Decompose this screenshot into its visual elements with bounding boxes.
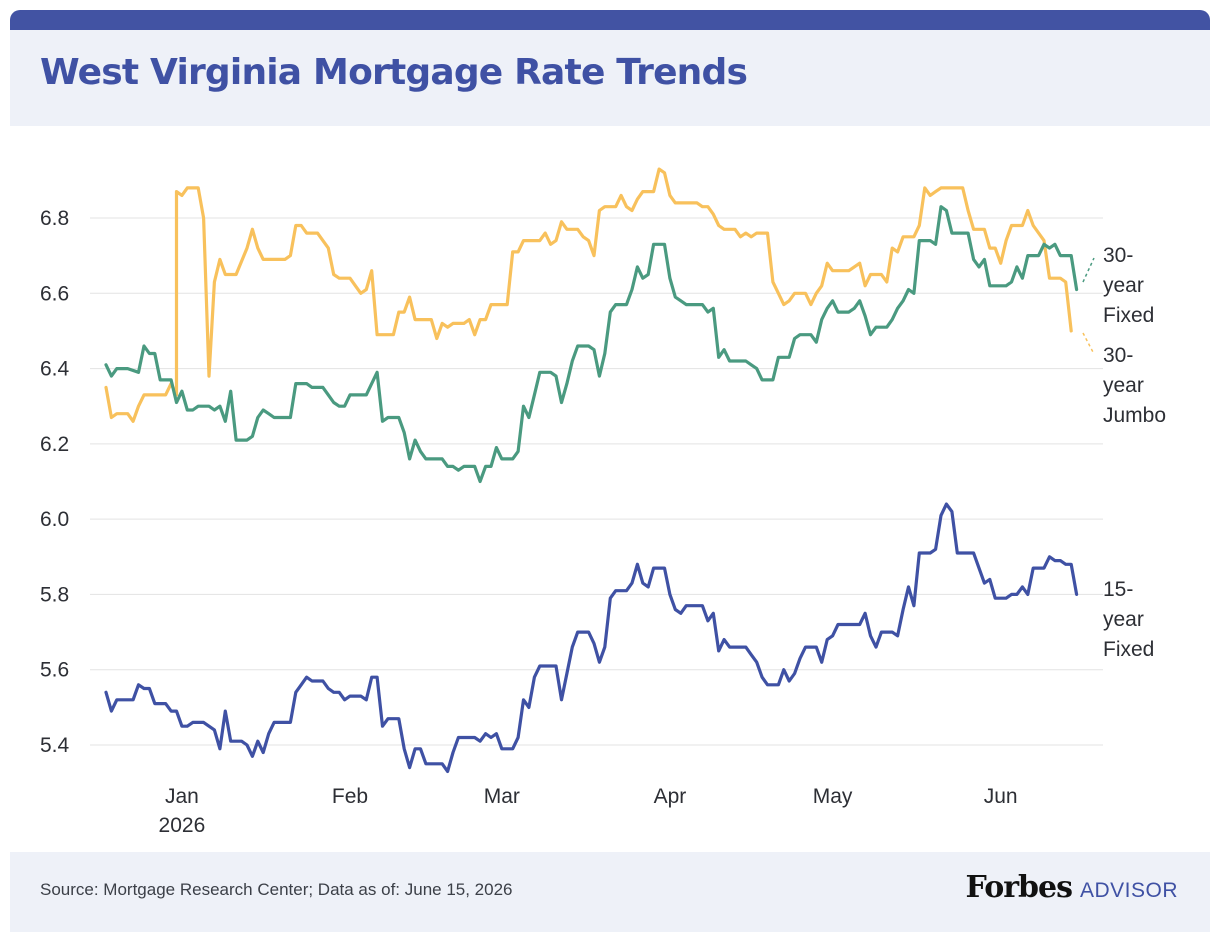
x-tick-label: Mar bbox=[484, 785, 520, 808]
series-line-15yr-fixed bbox=[104, 502, 1079, 773]
series-line-30yr-fixed bbox=[104, 205, 1079, 484]
series-lines bbox=[104, 167, 1079, 773]
y-tick-label: 6.4 bbox=[40, 358, 70, 381]
label-30yr-jumbo-line: Jumbo bbox=[1103, 404, 1166, 427]
x-tick-label: Feb bbox=[332, 785, 368, 808]
x-tick-sublabel: 2026 bbox=[159, 814, 206, 837]
y-tick-label: 6.6 bbox=[40, 282, 69, 305]
x-tick-label: Apr bbox=[654, 785, 687, 808]
x-axis: Jan 2026 Feb Mar Apr May Jun bbox=[159, 785, 1018, 837]
chart-footer: Source: Mortgage Research Center; Data a… bbox=[10, 852, 1210, 932]
x-tick-label: May bbox=[813, 785, 853, 808]
label-30yr-fixed-line: year bbox=[1103, 274, 1144, 297]
x-tick-label: Jun bbox=[984, 785, 1018, 808]
label-30yr-jumbo-line: year bbox=[1103, 374, 1144, 397]
source-note: Source: Mortgage Research Center; Data a… bbox=[40, 880, 513, 899]
label-15yr-fixed-line: 15- bbox=[1103, 578, 1133, 601]
x-tick-label: Jan bbox=[165, 785, 199, 808]
y-tick-label: 5.4 bbox=[40, 734, 70, 757]
chart-title: West Virginia Mortgage Rate Trends bbox=[40, 52, 748, 93]
label-15yr-fixed-line: year bbox=[1103, 608, 1144, 631]
brand-suffix: ADVISOR bbox=[1079, 879, 1178, 902]
y-tick-label: 6.8 bbox=[40, 207, 69, 230]
gridlines bbox=[90, 217, 1103, 746]
brand-name: Forbes bbox=[965, 870, 1073, 905]
line-chart: 5.4 5.6 5.8 6.0 6.2 6.4 6.6 6.8 Jan 2026 Feb Mar Ap… bbox=[40, 167, 1166, 837]
header-accent-bar bbox=[10, 10, 1210, 30]
leader-30yr-jumbo bbox=[1082, 332, 1095, 355]
label-30yr-jumbo-line: 30- bbox=[1103, 344, 1133, 367]
y-tick-label: 5.6 bbox=[40, 659, 69, 682]
series-line-30yr-jumbo bbox=[104, 167, 1073, 423]
label-15yr-fixed-line: Fixed bbox=[1103, 638, 1154, 661]
y-tick-label: 5.8 bbox=[40, 583, 69, 606]
label-30yr-fixed-line: 30- bbox=[1103, 244, 1133, 267]
label-30yr-fixed-line: Fixed bbox=[1103, 304, 1154, 327]
y-tick-label: 6.2 bbox=[40, 433, 69, 456]
series-labels: 30- year Fixed 30- year Jumbo 15- year Fixed bbox=[1082, 244, 1166, 661]
chart-header: West Virginia Mortgage Rate Trends bbox=[10, 30, 1210, 126]
y-axis: 5.4 5.6 5.8 6.0 6.2 6.4 6.6 6.8 bbox=[40, 207, 70, 757]
y-tick-label: 6.0 bbox=[40, 508, 69, 531]
leader-30yr-fixed bbox=[1082, 257, 1095, 283]
forbes-advisor-logo: Forbes ADVISOR bbox=[966, 870, 1178, 905]
